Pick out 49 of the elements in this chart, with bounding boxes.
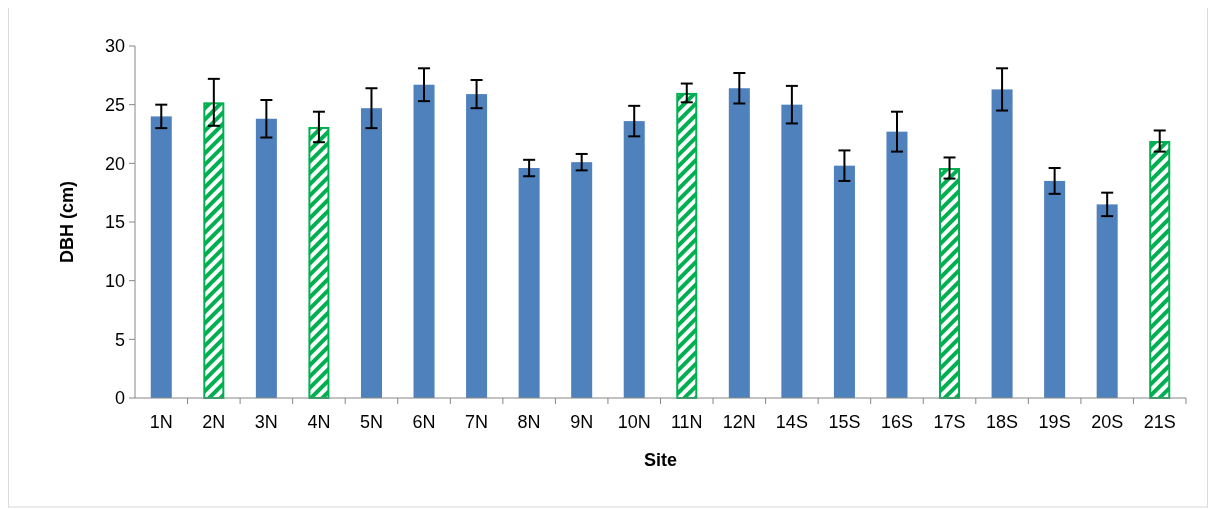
- y-tick-label: 25: [104, 94, 125, 115]
- x-tick-label: 3N: [254, 412, 278, 432]
- x-tick-label: 6N: [412, 412, 436, 432]
- bar: [1044, 180, 1066, 398]
- x-tick-label: 5N: [359, 412, 383, 432]
- bar: [991, 89, 1013, 398]
- x-tick-label: 21S: [1143, 412, 1176, 432]
- x-tick-label: 16S: [880, 412, 913, 432]
- bar: [676, 92, 698, 399]
- bar: [360, 108, 382, 398]
- x-tick-label: 8N: [517, 412, 541, 432]
- x-tick-label: 14S: [775, 412, 808, 432]
- x-tick-label: 20S: [1091, 412, 1124, 432]
- bar: [413, 84, 435, 398]
- bar: [781, 104, 803, 398]
- x-tick-label: 19S: [1038, 412, 1071, 432]
- y-tick-label: 10: [104, 270, 125, 291]
- x-tick-label: 15S: [828, 412, 861, 432]
- bar: [728, 88, 750, 398]
- x-axis-title: Site: [643, 450, 678, 470]
- y-tick-label: 20: [104, 153, 125, 174]
- bar: [255, 118, 277, 398]
- x-tick-label: 7N: [465, 412, 489, 432]
- x-tick-label: 11N: [670, 412, 703, 432]
- x-tick-label: 4N: [307, 412, 331, 432]
- bar: [939, 168, 961, 399]
- x-tick-label: 2N: [202, 412, 226, 432]
- bar: [1149, 141, 1171, 399]
- bar: [203, 102, 225, 399]
- x-tick-label: 10N: [617, 412, 651, 432]
- x-tick-label: 17S: [933, 412, 966, 432]
- bar: [308, 126, 330, 399]
- x-tick-label: 12N: [722, 412, 756, 432]
- bar: [833, 165, 855, 398]
- y-tick-label: 30: [104, 36, 125, 57]
- bar: [150, 116, 172, 398]
- y-tick-label: 5: [114, 329, 125, 350]
- bar: [1096, 204, 1118, 398]
- y-tick-label: 15: [104, 212, 125, 233]
- bar: [466, 94, 488, 398]
- y-axis-title: DBH (cm): [57, 180, 77, 264]
- bar: [886, 131, 908, 398]
- bar: [571, 162, 593, 398]
- x-tick-label: 18S: [986, 412, 1019, 432]
- bar: [623, 121, 645, 398]
- x-tick-label: 1N: [149, 412, 173, 432]
- y-tick-label: 0: [114, 388, 125, 409]
- bar: [518, 168, 540, 398]
- x-tick-label: 9N: [570, 412, 594, 432]
